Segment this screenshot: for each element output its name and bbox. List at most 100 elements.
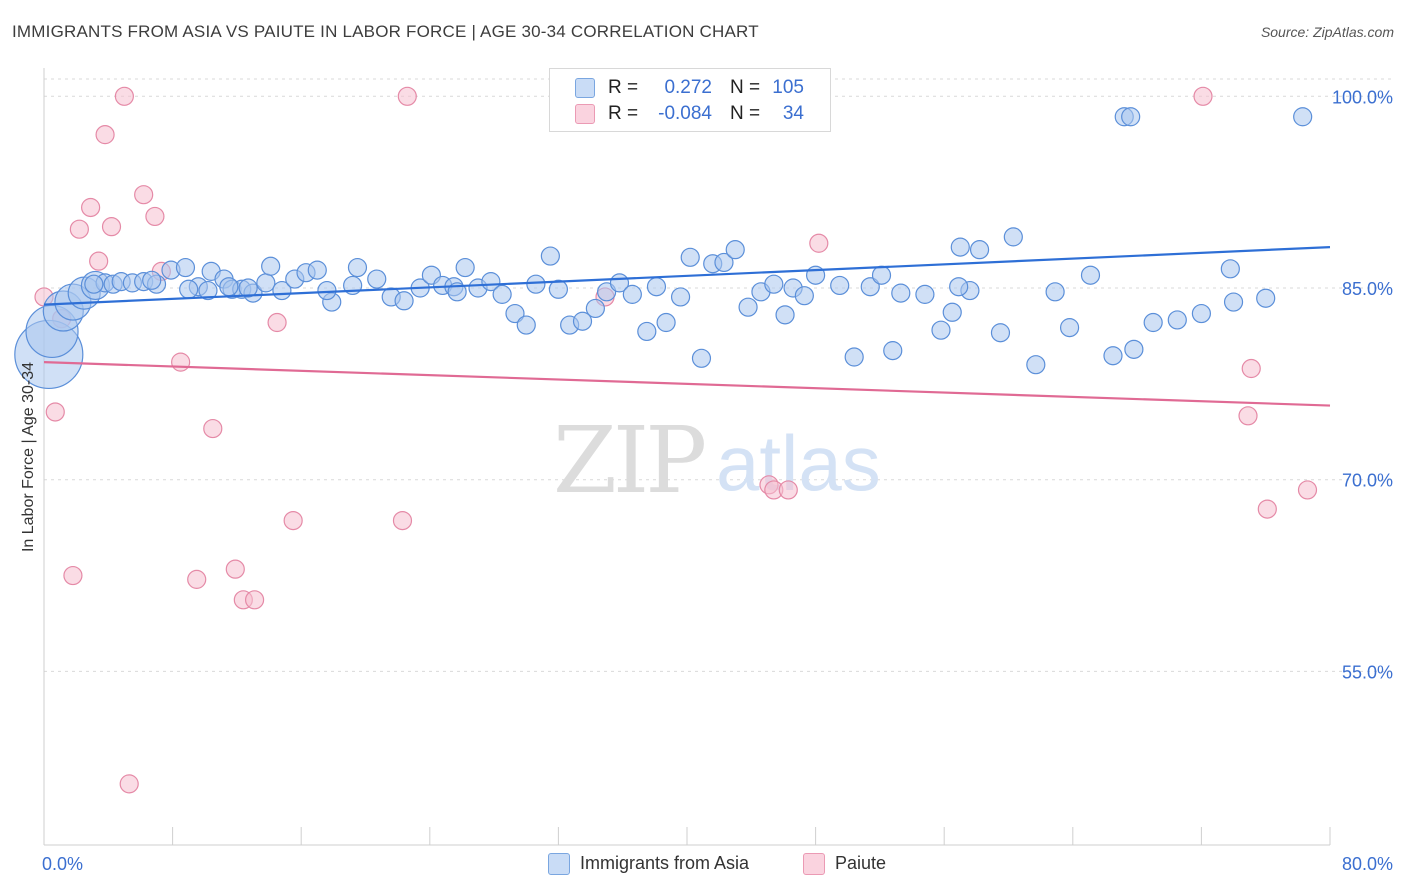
asia-point xyxy=(219,277,239,297)
paiute-trend-line xyxy=(43,361,1331,407)
asia-point xyxy=(622,284,642,304)
asia-point xyxy=(572,311,593,331)
y-tick-label: 55.0% xyxy=(1342,662,1393,682)
watermark-zip: ZIP xyxy=(553,407,704,514)
asia-point xyxy=(1059,318,1080,338)
paiute-point xyxy=(1241,358,1261,379)
asia-point xyxy=(775,305,795,325)
asia-point xyxy=(1103,346,1123,366)
asia-point xyxy=(367,269,387,289)
stats-r-label: R = xyxy=(608,77,639,98)
watermark-atlas: atlas xyxy=(716,419,881,507)
stats-r-value: 0.272 xyxy=(664,77,712,98)
paiute-point xyxy=(81,197,101,218)
paiute-point xyxy=(89,251,109,271)
asia-points xyxy=(14,107,1313,390)
asia-point xyxy=(844,347,864,367)
asia-point xyxy=(307,260,327,280)
asia-point xyxy=(481,272,501,292)
asia-point xyxy=(670,287,691,307)
asia-point xyxy=(990,323,1011,343)
asia-point xyxy=(198,280,218,301)
paiute-point xyxy=(225,559,245,579)
paiute-point xyxy=(63,565,83,586)
paiute-point xyxy=(134,185,154,205)
grid-lines xyxy=(44,78,1395,672)
asia-point xyxy=(1167,310,1187,330)
asia-point xyxy=(1080,265,1101,285)
asia-point xyxy=(738,297,758,317)
paiute-point xyxy=(1193,86,1213,106)
chart-title: IMMIGRANTS FROM ASIA VS PAIUTE IN LABOR … xyxy=(12,22,759,41)
stats-r-value: -0.084 xyxy=(658,103,712,124)
y-tick-label: 85.0% xyxy=(1342,279,1393,299)
asia-point xyxy=(142,270,162,290)
paiute-point xyxy=(1257,499,1277,519)
asia-point xyxy=(175,257,196,278)
stats-n-value: 105 xyxy=(772,77,804,98)
asia-point xyxy=(585,298,605,319)
asia-point xyxy=(764,274,784,294)
stats-n-label: N = xyxy=(730,103,761,124)
asia-point xyxy=(516,315,536,335)
asia-point xyxy=(656,312,676,333)
paiute-point xyxy=(45,402,65,422)
asia-point xyxy=(492,284,512,304)
paiute-point xyxy=(283,510,303,531)
paiute-point xyxy=(203,418,223,439)
asia-point xyxy=(883,341,903,361)
asia-point xyxy=(394,291,414,311)
asia-point xyxy=(871,265,892,285)
asia-point xyxy=(860,277,880,297)
asia-point xyxy=(950,237,970,257)
asia-point xyxy=(646,277,667,297)
asia-point xyxy=(1223,292,1244,312)
watermark: ZIP atlas xyxy=(553,407,881,514)
stats-n-label: N = xyxy=(730,77,761,98)
asia-point xyxy=(455,257,475,278)
asia-point xyxy=(505,303,525,324)
x-tick-label: 0.0% xyxy=(42,854,83,874)
asia-point xyxy=(1143,312,1163,333)
asia-point xyxy=(540,246,560,266)
stats-row-asia: R = 0.272 N = 105 xyxy=(550,75,830,101)
y-tick-label: 70.0% xyxy=(1342,471,1393,491)
trend-lines xyxy=(43,246,1331,407)
legend-label-paiute: Paiute xyxy=(835,853,887,873)
asia-point xyxy=(84,274,104,294)
asia-point xyxy=(1045,282,1065,302)
asia-point xyxy=(1124,339,1144,359)
asia-point xyxy=(1191,303,1212,324)
asia-point xyxy=(949,277,969,297)
asia-point xyxy=(256,273,276,293)
paiute-point xyxy=(114,86,134,106)
asia-point xyxy=(969,240,990,260)
asia-point xyxy=(830,275,850,296)
asia-point xyxy=(942,302,962,322)
paiute-point xyxy=(187,569,207,589)
paiute-point xyxy=(1238,406,1258,426)
paiute-point xyxy=(95,125,115,145)
asia-point xyxy=(1121,107,1141,127)
asia-point xyxy=(548,279,569,299)
asia-point xyxy=(1256,288,1276,308)
asia-point xyxy=(637,321,657,342)
paiute-point xyxy=(69,219,89,239)
tick-labels: 55.0% 70.0% 85.0% 100.0% 0.0% 80.0% xyxy=(42,87,1393,874)
asia-point xyxy=(915,284,935,304)
paiute-point xyxy=(145,206,165,227)
axes xyxy=(43,68,1331,846)
asia-point xyxy=(179,279,199,299)
stats-row-paiute: R = -0.084 N = 34 xyxy=(550,101,830,127)
asia-point xyxy=(526,274,546,294)
paiute-point xyxy=(244,590,265,610)
legend-swatch-asia xyxy=(548,853,570,875)
asia-point xyxy=(931,320,951,340)
asia-point xyxy=(1293,107,1313,127)
asia-point xyxy=(261,256,281,276)
asia-point xyxy=(725,240,745,260)
paiute-point xyxy=(1297,480,1318,500)
paiute-point xyxy=(101,217,122,237)
legend-label-asia: Immigrants from Asia xyxy=(580,853,750,873)
